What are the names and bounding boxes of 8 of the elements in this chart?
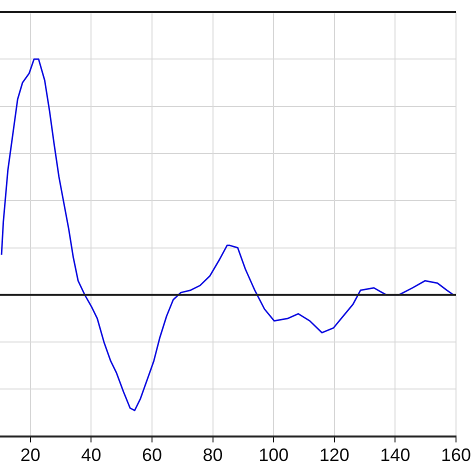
x-tick-label: 120 — [319, 445, 350, 466]
x-tick-label: 100 — [258, 445, 289, 466]
x-tick-label: 160 — [440, 445, 472, 466]
x-tick-label: 40 — [81, 445, 102, 466]
x-tick-label: 80 — [202, 445, 223, 466]
x-tick-label: 20 — [20, 445, 40, 466]
x-tick-label: 60 — [142, 445, 162, 466]
x-tick-label: 140 — [380, 445, 410, 466]
